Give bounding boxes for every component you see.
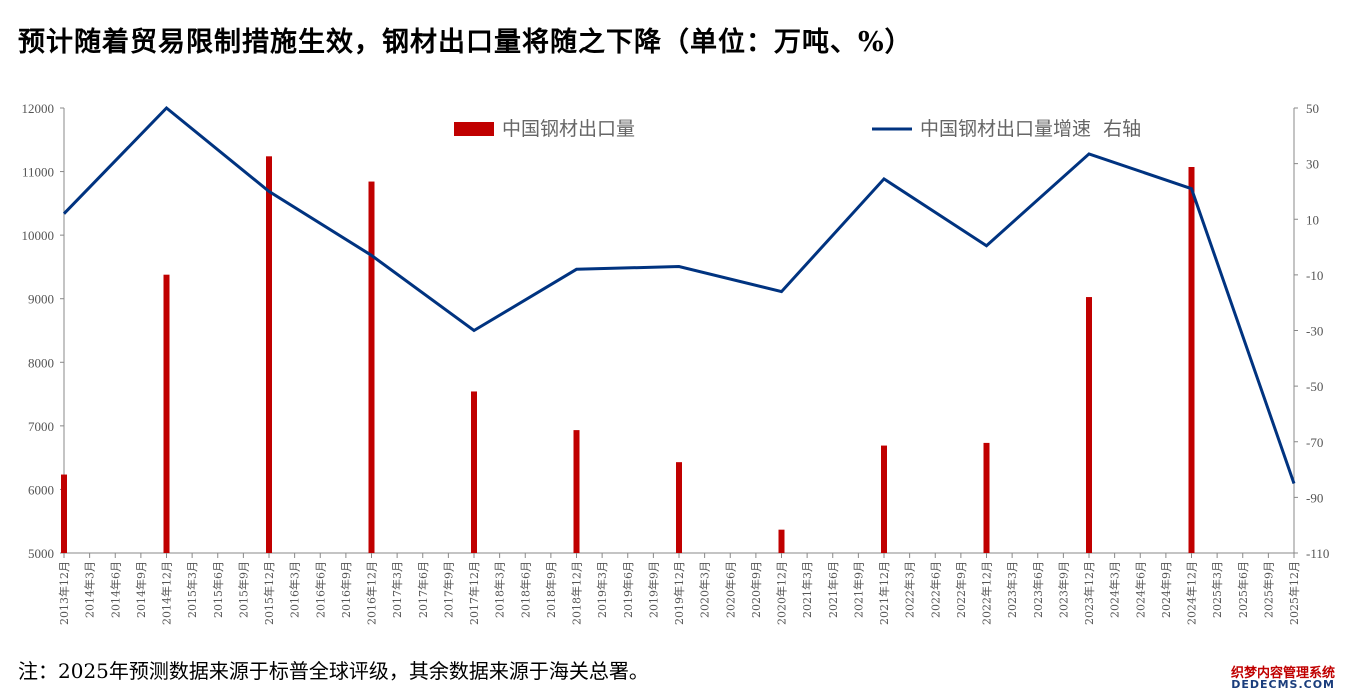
watermark-text: 织梦内容管理系统 [1230,666,1335,681]
x-tick-label: 2020年3月 [698,561,712,618]
y-right-tick-label: 50 [1306,101,1319,116]
x-tick-label: 2024年12月 [1185,561,1199,625]
x-tick-label: 2025年6月 [1236,561,1250,618]
y-right-tick-label: -30 [1306,324,1323,339]
bar [61,474,67,553]
x-tick-label: 2021年9月 [851,561,865,618]
x-tick-label: 2019年3月 [595,561,609,618]
x-tick-label: 2020年9月 [749,561,763,618]
x-tick-label: 2019年6月 [621,561,635,618]
y-left-tick-label: 5000 [28,546,54,561]
chart-axes: 5000 6000 7000 8000 9000 10000 11000 12000 -110 -… [22,101,1330,625]
x-tick-label: 2023年12月 [1082,561,1096,625]
y-left-tick-label: 9000 [28,292,54,307]
bar [368,181,375,554]
x-tick-label: 2023年3月 [1005,561,1019,618]
bar [163,274,170,553]
y-left-tick-label: 11000 [22,165,54,180]
y-left-tick-label: 12000 [22,101,55,116]
bar [778,529,785,553]
x-tick-label: 2022年9月 [954,561,968,618]
y-left-tick-label: 10000 [22,228,55,243]
x-tick-label: 2017年9月 [441,561,455,618]
x-tick-label: 2014年6月 [108,561,122,618]
x-tick-label: 2017年6月 [416,561,430,618]
y-left-tick-label: 8000 [28,355,54,370]
x-tick-label: 2016年12月 [365,561,379,625]
x-tick-label: 2018年6月 [518,561,532,618]
legend-label-line: 中国钢材出口量增速 右轴 [920,118,1141,140]
x-tick-label: 2018年9月 [544,561,558,618]
growth-line [62,105,1296,484]
x-tick-label: 2014年3月 [83,561,97,618]
x-tick-label: 2016年6月 [313,561,327,618]
x-tick-label: 2013年12月 [57,561,71,625]
bar [573,430,580,553]
x-tick-label: 2023年9月 [1056,561,1070,618]
y-right-tick-label: -10 [1306,268,1323,283]
x-tick-label: 2016年9月 [339,561,353,618]
y-left-tick-label: 7000 [28,419,54,434]
footnote: 注：2025年预测数据来源于标普全球评级，其余数据来源于海关总署。 [18,659,649,683]
x-tick-label: 2014年12月 [160,561,174,625]
x-tick-label: 2022年6月 [928,561,942,618]
legend-label-bar: 中国钢材出口量 [502,118,635,140]
bar [983,442,990,553]
x-tick-label: 2022年3月 [903,561,917,618]
x-tick-label: 2015年6月 [211,561,225,618]
x-tick-label: 2019年9月 [646,561,660,618]
y-right-tick-label: -110 [1306,546,1329,561]
x-tick-label: 2018年12月 [570,561,584,625]
x-tick-label: 2020年6月 [723,561,737,618]
bar [266,156,272,554]
bar-series [61,156,1195,554]
bar [1188,166,1195,553]
y-left-tick-label: 6000 [28,482,54,497]
x-tick-label: 2018年3月 [493,561,507,618]
legend-swatch-bar [454,122,494,136]
watermark-domain: DEDECMS.COM [1231,678,1335,691]
x-tick-label: 2024年3月 [1108,561,1122,618]
bar [881,445,887,553]
y-right-tick-label: -90 [1306,490,1323,505]
chart-title: 预计随着贸易限制措施生效，钢材出口量将随之下降（单位：万吨、%） [18,27,913,58]
x-tick-label: 2025年9月 [1261,561,1275,618]
x-tick-label: 2021年12月 [877,561,891,625]
x-tick-label: 2021年3月 [800,561,814,618]
bar [676,462,682,553]
y-right-tick-label: -70 [1306,435,1323,450]
x-tick-label: 2020年12月 [775,561,789,625]
x-tick-label: 2019年12月 [672,561,686,625]
y-right-tick-label: -50 [1306,379,1323,394]
bar [471,391,477,553]
x-tick-label: 2016年3月 [288,561,302,618]
x-tick-label: 2025年3月 [1210,561,1224,618]
x-tick-label: 2025年12月 [1287,561,1301,625]
x-tick-label: 2015年3月 [185,561,199,618]
y-right-tick-label: 30 [1306,157,1319,172]
x-tick-label: 2021年6月 [826,561,840,618]
y-right-tick-label: 10 [1306,212,1319,227]
x-tick-label: 2017年3月 [390,561,404,618]
bar [1086,297,1092,553]
line-series [62,105,1296,484]
x-tick-label: 2024年9月 [1159,561,1173,618]
x-tick-label: 2023年6月 [1031,561,1045,618]
x-tick-label: 2024年6月 [1133,561,1147,618]
x-tick-label: 2015年12月 [262,561,276,625]
x-tick-label: 2014年9月 [134,561,148,618]
chart-legend: 中国钢材出口量 中国钢材出口量增速 右轴 [454,118,1141,140]
x-tick-label: 2022年12月 [980,561,994,625]
x-tick-label: 2015年9月 [236,561,250,618]
x-tick-label: 2017年12月 [467,561,481,625]
